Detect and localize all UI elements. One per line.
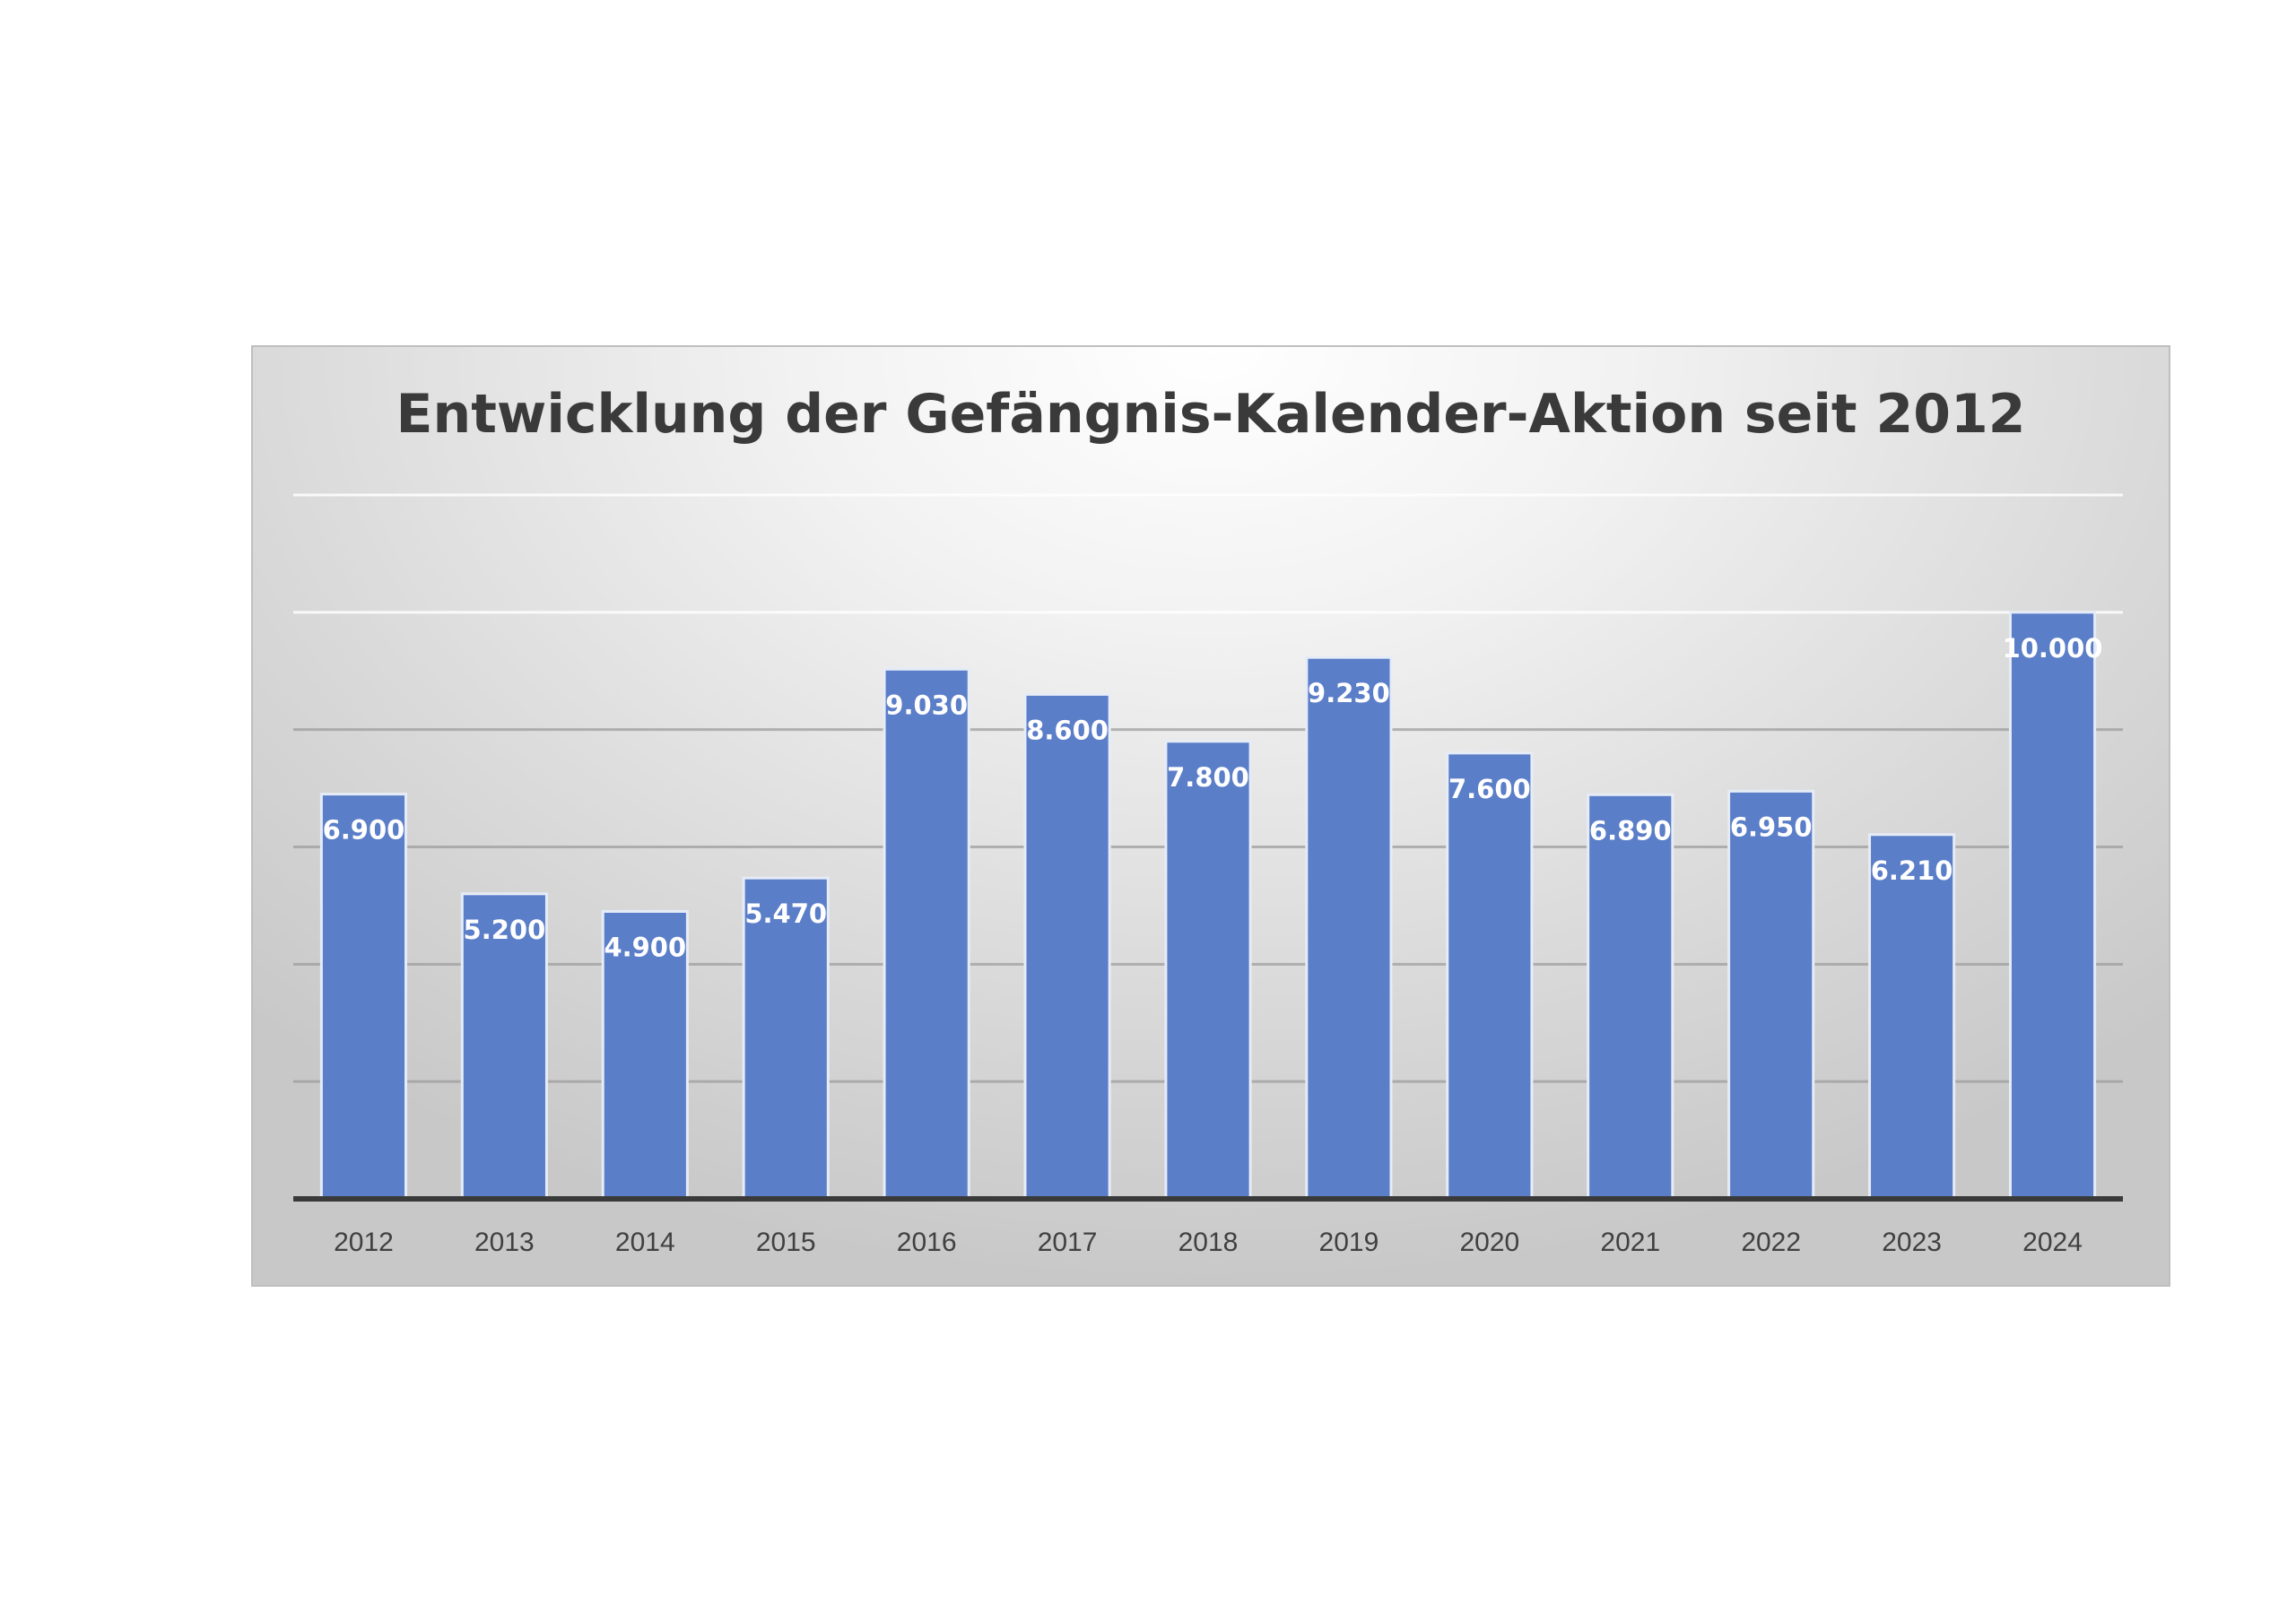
chart-panel: Entwicklung der Gefängnis-Kalender-Aktio…	[251, 345, 2170, 1287]
x-tick-label-2019: 2019	[1319, 1228, 1379, 1257]
x-tick-label-2014: 2014	[615, 1228, 675, 1257]
data-label-2024: 10.000	[2003, 633, 2103, 664]
bar-2017	[1023, 692, 1111, 1201]
bar-2018	[1164, 740, 1252, 1201]
x-tick-label-2024: 2024	[2022, 1228, 2083, 1257]
x-tick-label-2020: 2020	[1459, 1228, 1519, 1257]
bar-2012	[319, 793, 408, 1201]
data-label-2014: 4.900	[604, 932, 686, 962]
bar-2024	[2008, 611, 2097, 1201]
data-label-2018: 7.800	[1167, 762, 1249, 793]
data-label-2017: 8.600	[1026, 715, 1109, 745]
data-label-2020: 7.600	[1448, 774, 1531, 804]
x-tick-label-2023: 2023	[1882, 1228, 1942, 1257]
data-label-2023: 6.210	[1871, 855, 1953, 886]
bar-2013	[460, 892, 548, 1201]
data-label-2015: 5.470	[744, 898, 827, 929]
x-tick-label-2013: 2013	[474, 1228, 535, 1257]
x-tick-label-2015: 2015	[756, 1228, 816, 1257]
data-label-2012: 6.900	[323, 815, 405, 846]
data-label-2021: 6.890	[1589, 815, 1672, 846]
data-label-2022: 6.950	[1730, 812, 1813, 842]
bar-chart: 6.900 2012 5.200 2013 4.900 2014 5.470 2015 9.03…	[293, 493, 2123, 1257]
data-label-2016: 9.030	[885, 690, 968, 720]
x-tick-label-2021: 2021	[1600, 1228, 1660, 1257]
x-tick-label-2017: 2017	[1038, 1228, 1098, 1257]
x-tick-label-2018: 2018	[1178, 1228, 1239, 1257]
data-label-2019: 9.230	[1308, 678, 1390, 708]
bar-2021	[1587, 793, 1674, 1201]
chart-title: Entwicklung der Gefängnis-Kalender-Aktio…	[396, 383, 2026, 446]
bar-2020	[1446, 751, 1534, 1201]
data-label-2013: 5.200	[464, 915, 546, 945]
bar-2023	[1868, 833, 1956, 1201]
bar-2022	[1727, 789, 1815, 1201]
x-tick-label-2022: 2022	[1741, 1228, 1801, 1257]
bar-2016	[883, 667, 970, 1201]
bar-2019	[1305, 655, 1393, 1201]
x-tick-label-2016: 2016	[897, 1228, 957, 1257]
x-tick-label-2012: 2012	[334, 1228, 394, 1257]
